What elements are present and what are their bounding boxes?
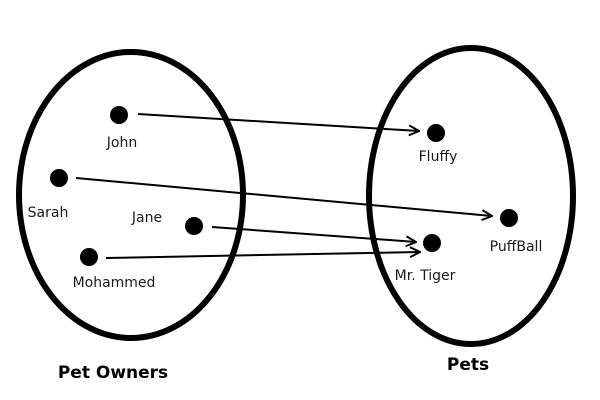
- node-dot: [110, 106, 128, 124]
- pet-node-puffball: PuffBall: [490, 209, 543, 255]
- owner-node-sarah: Sarah: [28, 169, 69, 221]
- pets-set-ellipse: [366, 45, 576, 347]
- node-dot: [423, 234, 441, 252]
- mapping-arrows: [75, 113, 492, 259]
- node-dot: [185, 217, 203, 235]
- arrow-john-fluffy: [137, 113, 419, 131]
- owner-node-john: John: [106, 106, 137, 151]
- owners-set-title: Pet Owners: [58, 363, 168, 383]
- arrow-jane-mrtiger: [211, 226, 416, 242]
- node-dot: [50, 169, 68, 187]
- node-label: Mohammed: [73, 275, 156, 291]
- owners-set-ellipse: [16, 49, 246, 341]
- node-label: Fluffy: [419, 149, 458, 165]
- arrow-mohammed-mrtiger: [105, 252, 420, 259]
- pet-node-fluffy: Fluffy: [419, 124, 458, 165]
- pets-set-title: Pets: [447, 355, 489, 375]
- owner-node-jane: Jane: [131, 210, 203, 235]
- node-dot: [500, 209, 518, 227]
- node-dot: [427, 124, 445, 142]
- node-label: PuffBall: [490, 239, 543, 255]
- pet-node-mrtiger: Mr. Tiger: [395, 234, 456, 284]
- arrow-sarah-puffball: [75, 177, 492, 216]
- node-label: Jane: [131, 210, 162, 226]
- node-label: John: [106, 135, 137, 151]
- owner-node-mohammed: Mohammed: [73, 248, 156, 291]
- node-dot: [80, 248, 98, 266]
- node-label: Mr. Tiger: [395, 268, 456, 284]
- node-label: Sarah: [28, 205, 69, 221]
